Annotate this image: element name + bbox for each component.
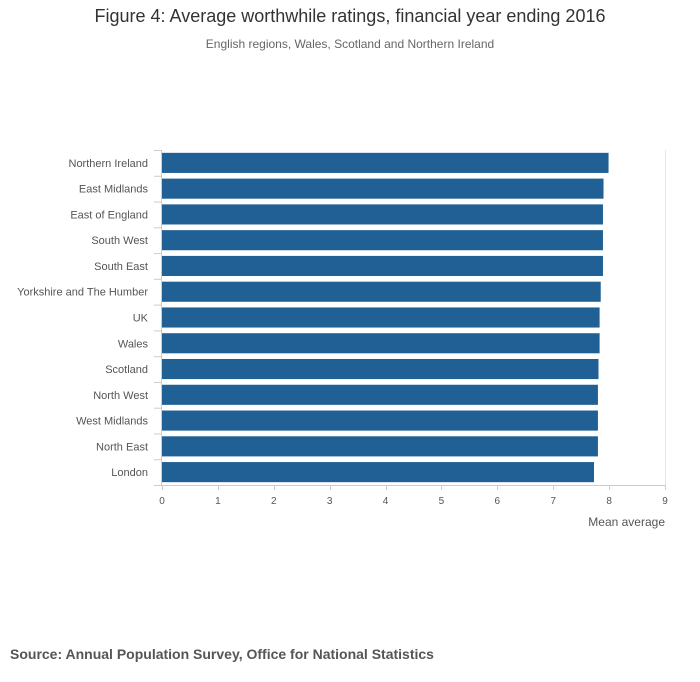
chart-title: Figure 4: Average worthwhile ratings, fi… — [94, 6, 606, 26]
x-tick-label: 5 — [439, 496, 445, 507]
y-tick-label: UK — [133, 313, 149, 325]
bar-yorkshire-and-the-humber — [162, 281, 601, 302]
bar-south-east — [162, 255, 603, 277]
bar-uk — [162, 307, 600, 328]
y-tick-label: South West — [91, 235, 148, 247]
y-tick-label: West Midlands — [76, 416, 148, 428]
y-tick-label: London — [111, 467, 148, 479]
chart-subtitle: English regions, Wales, Scotland and Nor… — [205, 37, 495, 51]
x-tick-label: 9 — [662, 496, 668, 507]
bar-london — [162, 462, 595, 483]
bar-north-west — [162, 384, 598, 405]
bar-east-of-england — [162, 204, 603, 225]
y-tick-label: East Midlands — [79, 184, 149, 196]
source-note: Source: Annual Population Survey, Office… — [10, 646, 434, 662]
bar-scotland — [162, 358, 599, 380]
bar-east-midlands — [162, 178, 604, 199]
y-tick-label: Scotland — [105, 364, 148, 376]
x-tick-label: 8 — [606, 496, 612, 507]
y-tick-label: Wales — [118, 338, 149, 350]
y-tick-label: Northern Ireland — [69, 158, 149, 170]
bar-west-midlands — [162, 410, 598, 431]
y-tick-label: North West — [93, 390, 148, 402]
x-tick-label: 0 — [159, 496, 165, 507]
x-tick-label: 6 — [495, 496, 501, 507]
x-tick-label: 4 — [383, 496, 389, 507]
bar-south-west — [162, 230, 603, 251]
y-tick-label: Yorkshire and The Humber — [17, 287, 148, 299]
y-tick-label: East of England — [70, 209, 148, 221]
bar-north-east — [162, 436, 598, 457]
x-tick-label: 7 — [550, 496, 556, 507]
x-tick-label: 2 — [271, 496, 277, 507]
x-tick-label: 3 — [327, 496, 333, 507]
bar-northern-ireland — [162, 152, 609, 173]
bar-wales — [162, 333, 600, 354]
y-tick-label: North East — [96, 441, 148, 453]
x-tick-label: 1 — [215, 496, 221, 507]
y-tick-label: South East — [94, 261, 148, 273]
x-axis-title: Mean average — [588, 515, 665, 529]
